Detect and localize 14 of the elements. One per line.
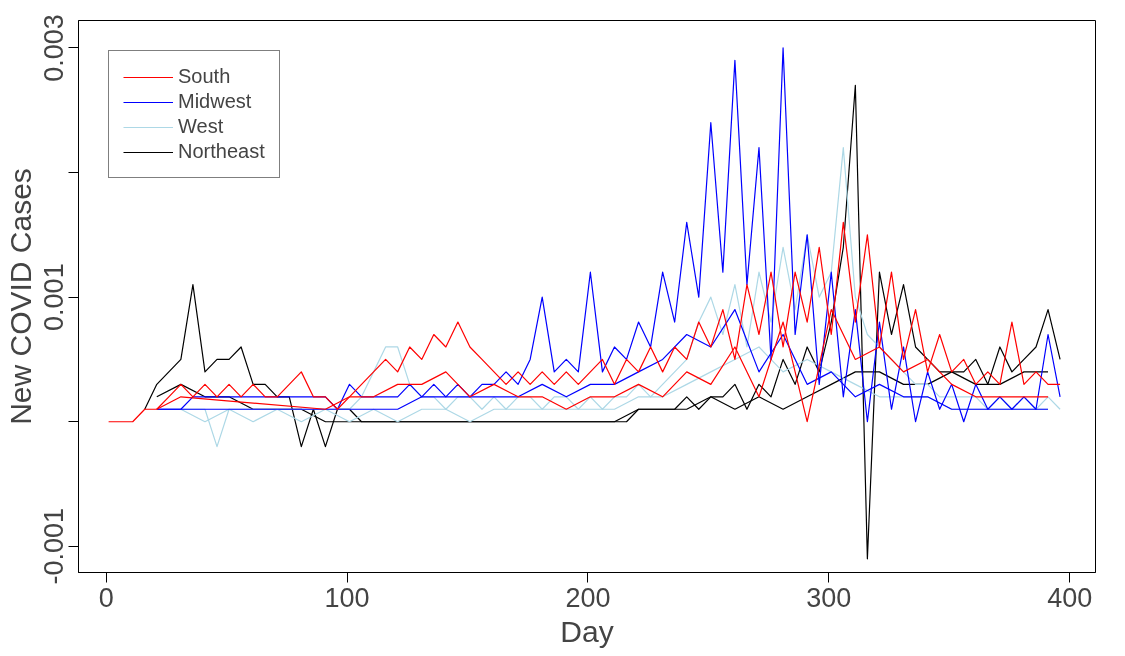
legend-label: West xyxy=(178,115,224,138)
y-axis-title: New COVID Cases xyxy=(3,168,37,425)
y-tick-label: 0.001 xyxy=(39,263,70,331)
y-tick-label: 0.003 xyxy=(39,14,70,82)
y-tick-label: -0.001 xyxy=(39,508,70,585)
x-tick-label: 200 xyxy=(565,582,611,613)
legend-label: Northeast xyxy=(178,140,265,163)
x-tick-label: 400 xyxy=(1047,582,1093,613)
x-tick-label: 0 xyxy=(98,582,114,613)
legend-label: South xyxy=(178,65,231,88)
legend-label: Midwest xyxy=(178,90,252,113)
x-tick-label: 100 xyxy=(324,582,370,613)
x-axis-title: Day xyxy=(560,614,614,648)
x-tick-label: 300 xyxy=(806,582,852,613)
